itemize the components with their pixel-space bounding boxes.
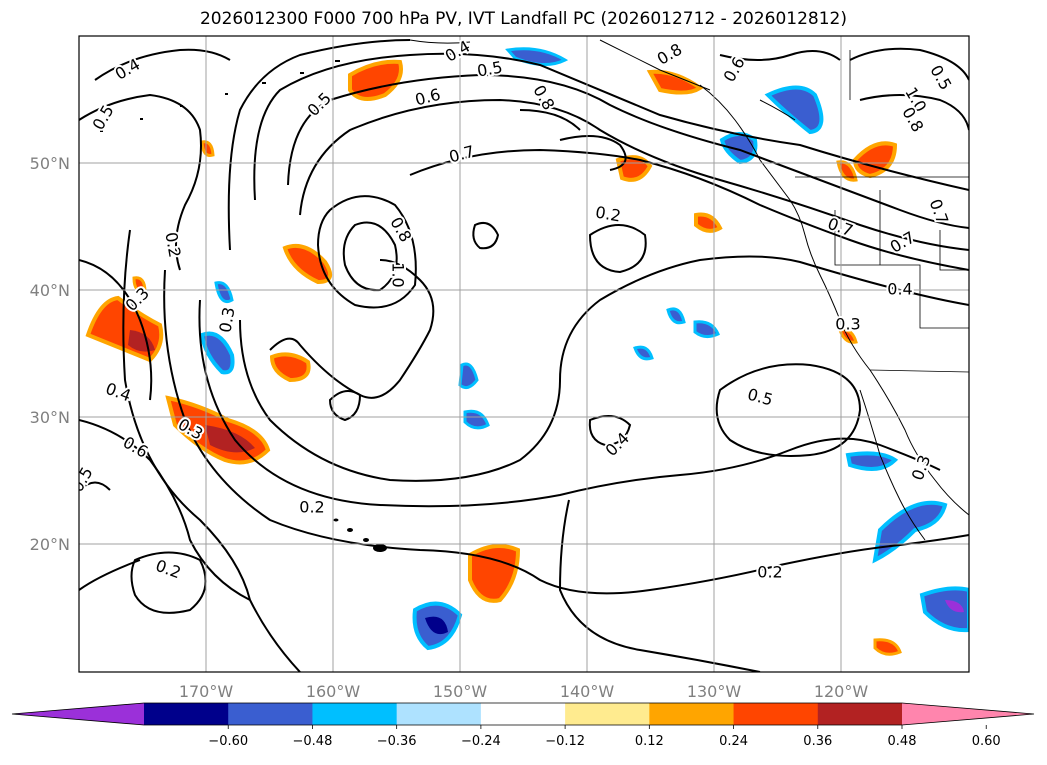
contour-label: 0.2 <box>757 563 782 582</box>
negative-anomaly-blob <box>919 586 969 633</box>
pv-contours <box>79 39 969 672</box>
colorbar-segment <box>817 703 903 725</box>
negative-anomaly-blob <box>693 320 720 339</box>
positive-anomaly-blob <box>200 140 215 157</box>
colorbar-tick-label: 0.24 <box>719 734 748 749</box>
negative-anomaly-blob <box>199 331 235 375</box>
negative-anomaly-blob <box>845 451 899 471</box>
borders <box>795 50 969 373</box>
colorbar-tick-label: −0.60 <box>208 734 248 749</box>
colorbar-tick-label: 0.12 <box>635 734 664 749</box>
colorbar-segment <box>312 703 398 725</box>
negative-anomaly-blob <box>463 409 490 430</box>
latitude-axis-labels: 50°N 40°N 30°N 20°N <box>30 154 70 554</box>
positive-anomaly-blob <box>873 638 902 656</box>
contour-label: 0.4 <box>887 280 912 299</box>
positive-anomaly-blob <box>348 59 403 101</box>
islands <box>100 60 387 552</box>
positive-anomaly-blob <box>837 328 858 344</box>
colorbar-outline <box>11 702 1035 726</box>
lon-label-160w: 160°W <box>306 682 361 701</box>
negative-anomaly-blob <box>214 281 234 304</box>
lon-label-170w: 170°W <box>179 682 234 701</box>
lat-label-20n: 20°N <box>30 535 70 554</box>
negative-anomaly-blob <box>764 85 824 135</box>
colorbar-extend-high <box>902 703 1034 725</box>
colorbar-tick-label: 0.36 <box>803 734 832 749</box>
positive-anomaly-blob <box>852 141 898 179</box>
contour-label: 1.0 <box>389 262 408 287</box>
negative-anomaly-blob <box>458 362 479 390</box>
positive-anomaly-blob <box>282 243 333 285</box>
map-title: 2026012300 F000 700 hPa PV, IVT Landfall… <box>199 9 847 29</box>
negative-anomaly-core <box>945 600 964 613</box>
graticule <box>79 36 969 672</box>
negative-anomaly-core <box>425 616 448 635</box>
colorbar-tick-label: −0.24 <box>461 734 501 749</box>
colorbar-segment <box>733 703 819 725</box>
colorbar-segment <box>480 703 566 725</box>
lat-label-50n: 50°N <box>30 154 70 173</box>
lat-label-40n: 40°N <box>30 281 70 300</box>
colorbar-extend-low <box>12 703 144 725</box>
shading-layer <box>85 47 969 656</box>
positive-anomaly-blob <box>132 276 147 294</box>
colorbar-segment <box>649 703 735 725</box>
lon-label-140w: 140°W <box>560 682 615 701</box>
colorbar-tick-label: −0.36 <box>377 734 417 749</box>
lon-label-120w: 120°W <box>814 682 869 701</box>
longitude-axis-labels: 170°W 160°W 150°W 140°W 130°W 120°W <box>179 682 869 701</box>
colorbar-segment <box>565 703 650 725</box>
plot-frame <box>78 35 970 673</box>
colorbar-tick-label: 0.48 <box>888 734 917 749</box>
contour-label: 0.3 <box>835 315 860 334</box>
colorbar: −0.60 −0.48 −0.36 −0.24 −0.12 0.12 0.24 0.36 0.4… <box>11 702 1035 749</box>
colorbar-tick-label: −0.12 <box>545 734 585 749</box>
lat-label-30n: 30°N <box>30 408 70 427</box>
lon-label-130w: 130°W <box>687 682 742 701</box>
negative-anomaly-blob <box>633 345 654 361</box>
colorbar-tick-label: −0.48 <box>293 734 333 749</box>
lon-label-150w: 150°W <box>433 682 488 701</box>
contour-label: 0.2 <box>299 498 324 517</box>
positive-anomaly-core <box>205 425 255 453</box>
colorbar-tick-label: 0.60 <box>972 734 1001 749</box>
colorbar-segment <box>228 703 313 725</box>
positive-anomaly-blob <box>468 544 521 603</box>
contour-label: 0.2 <box>161 231 184 259</box>
positive-anomaly-blob <box>269 352 311 383</box>
negative-anomaly-blob <box>666 307 686 325</box>
colorbar-segment <box>144 703 229 725</box>
coastlines <box>409 39 969 541</box>
colorbar-segment <box>396 703 482 725</box>
